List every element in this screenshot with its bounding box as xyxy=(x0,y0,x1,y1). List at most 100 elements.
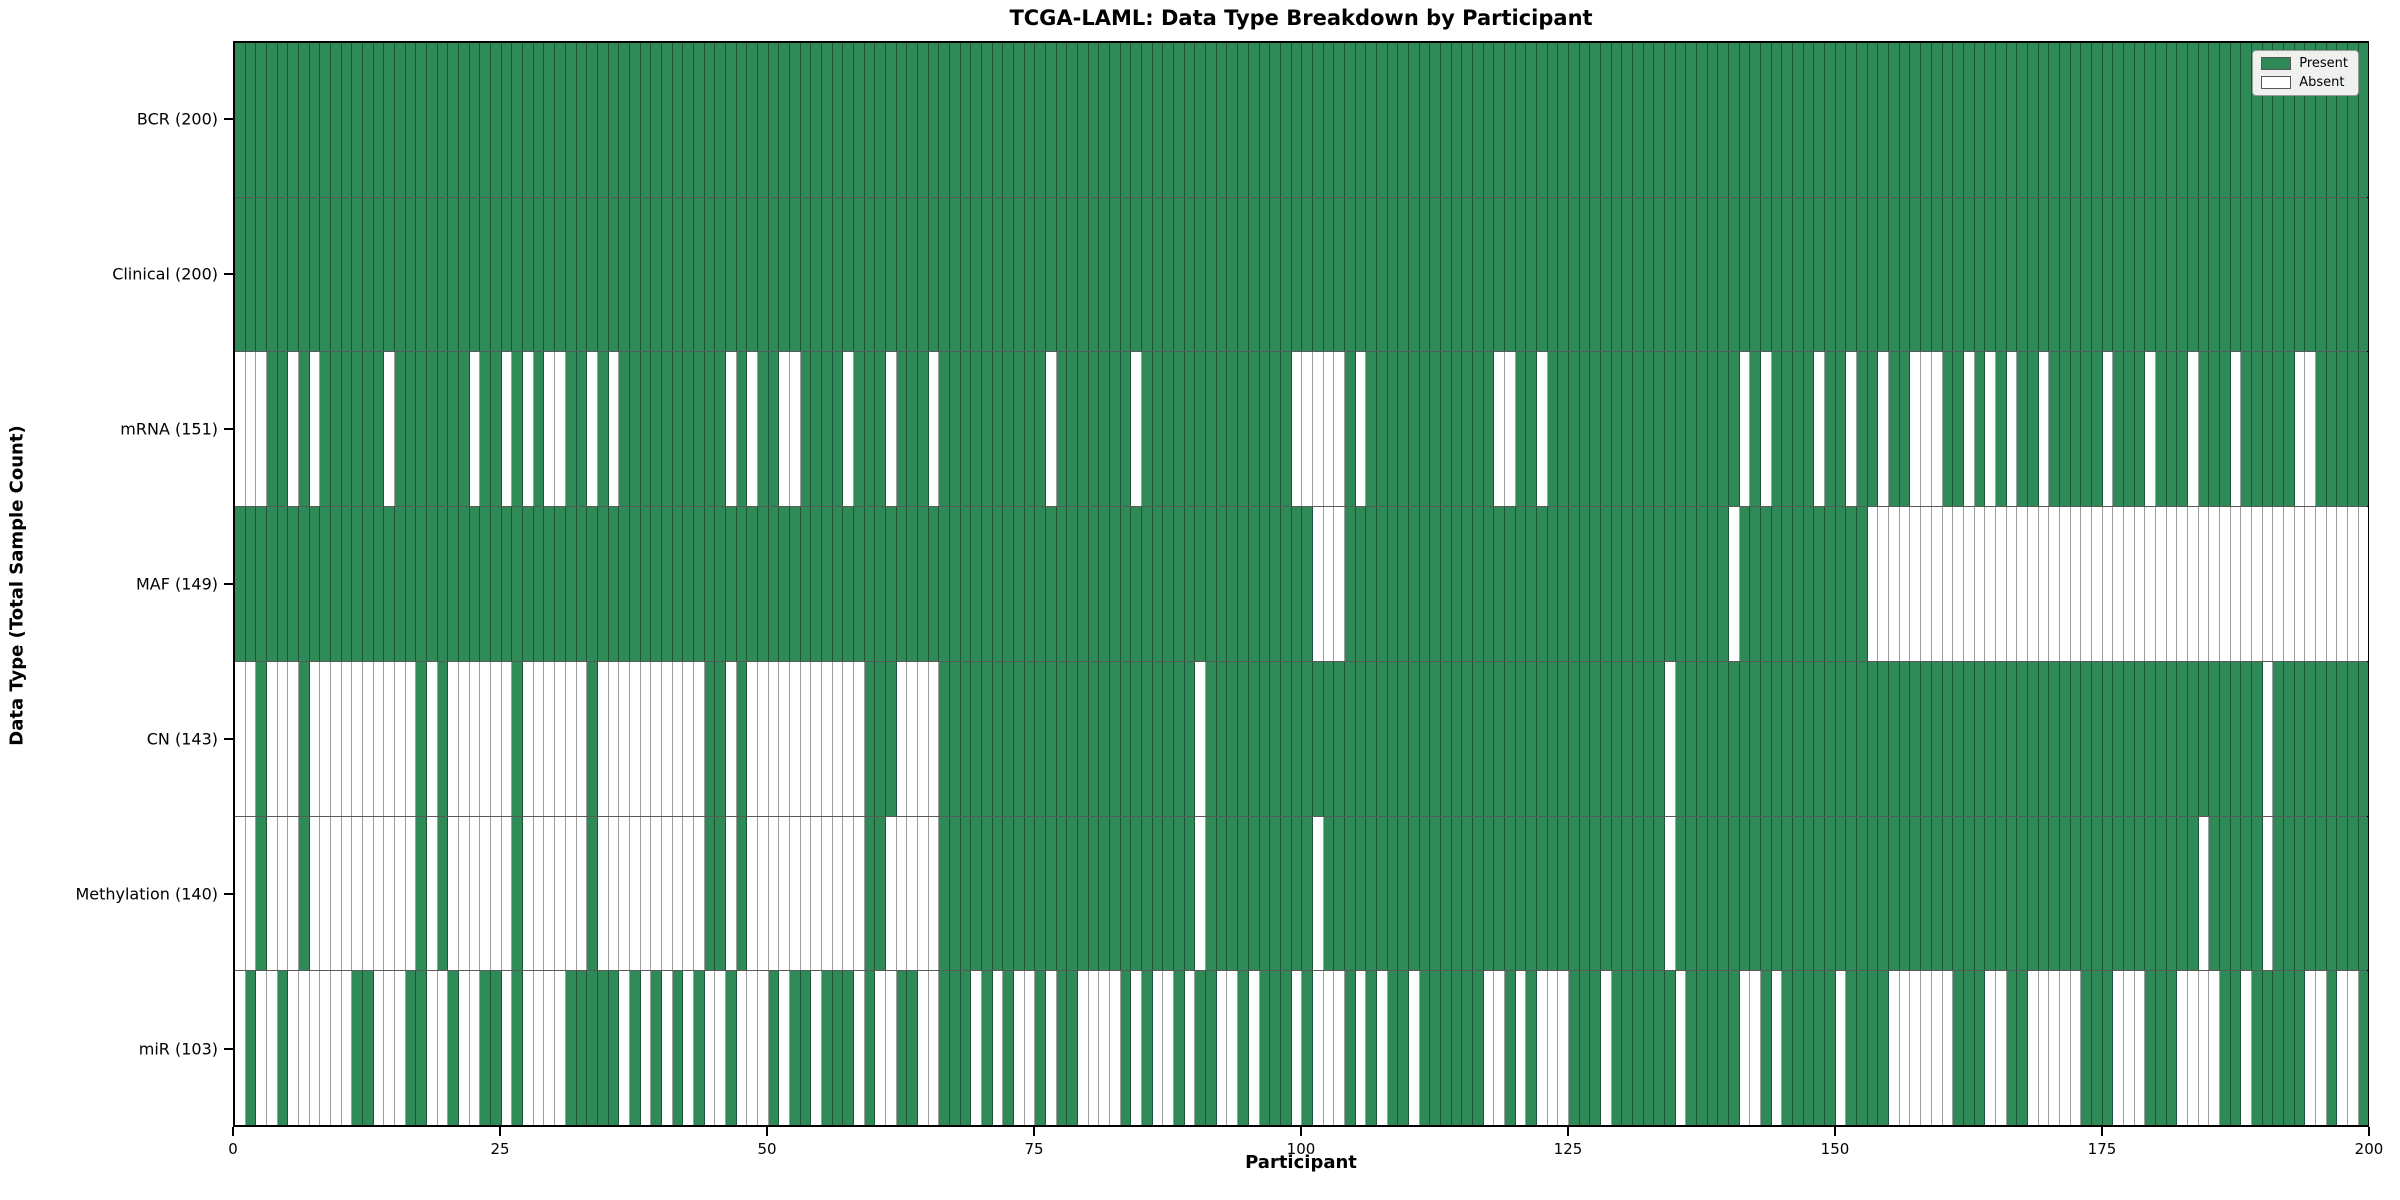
heatmap-cell xyxy=(821,816,833,971)
heatmap-cell xyxy=(1974,507,1986,661)
heatmap-cell xyxy=(629,352,641,507)
heatmap-cell xyxy=(982,661,993,816)
heatmap-cell xyxy=(533,971,545,1126)
heatmap-cell xyxy=(800,661,812,816)
heatmap-cell xyxy=(1515,352,1527,507)
heatmap-cell xyxy=(1611,197,1623,352)
heatmap-cell xyxy=(2358,816,2369,971)
heatmap-cell xyxy=(907,197,918,352)
heatmap-cell xyxy=(1430,661,1441,816)
heatmap-cell xyxy=(629,971,641,1126)
heatmap-cell xyxy=(2027,352,2039,507)
heatmap-cell xyxy=(459,971,470,1126)
heatmap-cell xyxy=(811,507,822,661)
heatmap-cell xyxy=(1174,43,1185,197)
heatmap-cell xyxy=(277,661,289,816)
heatmap-cell xyxy=(1771,43,1783,197)
x-tick-mark xyxy=(499,1127,501,1136)
heatmap-cell xyxy=(320,661,332,816)
heatmap-cell xyxy=(950,661,961,816)
heatmap-cell xyxy=(1483,352,1495,507)
heatmap-cell xyxy=(939,661,951,816)
heatmap-cell xyxy=(331,816,342,971)
heatmap-cell xyxy=(1558,661,1569,816)
heatmap-cell xyxy=(1216,43,1228,197)
heatmap-cell xyxy=(789,661,801,816)
heatmap-cell xyxy=(1483,971,1495,1126)
heatmap-cell xyxy=(629,43,641,197)
heatmap-cell xyxy=(352,816,364,971)
heatmap-cell xyxy=(768,507,780,661)
heatmap-cell xyxy=(1601,197,1612,352)
heatmap-cell xyxy=(384,971,396,1126)
heatmap-cell xyxy=(2155,661,2167,816)
heatmap-cell xyxy=(2198,352,2210,507)
heatmap-cell xyxy=(1056,197,1068,352)
heatmap-cell xyxy=(1665,816,1676,971)
heatmap-cell xyxy=(501,816,513,971)
heatmap-cell xyxy=(469,43,481,197)
heatmap-cell xyxy=(1953,816,1964,971)
heatmap-cell xyxy=(1195,507,1207,661)
heatmap-cell xyxy=(384,352,396,507)
heatmap-cell xyxy=(1216,197,1228,352)
heatmap-cell xyxy=(2326,352,2338,507)
heatmap-cell xyxy=(1707,352,1719,507)
heatmap-cell xyxy=(2262,197,2274,352)
heatmap-cell xyxy=(491,43,502,197)
heatmap-cell xyxy=(1195,816,1207,971)
heatmap-cell xyxy=(725,816,737,971)
heatmap-cell xyxy=(1355,661,1367,816)
heatmap-cell xyxy=(1142,661,1153,816)
heatmap-cell xyxy=(363,352,374,507)
heatmap-cell xyxy=(1014,971,1025,1126)
heatmap-cell xyxy=(2241,816,2252,971)
heatmap-cell xyxy=(1622,352,1634,507)
heatmap-cell xyxy=(1440,816,1452,971)
heatmap-cell xyxy=(608,661,620,816)
heatmap-cell xyxy=(2059,816,2071,971)
heatmap-cell xyxy=(437,661,449,816)
heatmap-cell xyxy=(672,43,684,197)
heatmap-cell xyxy=(416,661,428,816)
heatmap-cell xyxy=(864,661,876,816)
heatmap-cell xyxy=(1803,971,1815,1126)
heatmap-cell xyxy=(2049,971,2060,1126)
heatmap-cell xyxy=(1931,43,1943,197)
heatmap-cell xyxy=(1857,507,1868,661)
heatmap-cell xyxy=(2166,197,2178,352)
heatmap-cell xyxy=(277,352,289,507)
heatmap-cell xyxy=(2091,507,2103,661)
heatmap-cell xyxy=(1291,816,1303,971)
heatmap-cell xyxy=(587,352,598,507)
heatmap-cell xyxy=(1526,197,1537,352)
heatmap-cell xyxy=(1494,816,1505,971)
heatmap-cell xyxy=(1024,816,1036,971)
heatmap-cell xyxy=(2113,197,2124,352)
heatmap-cell xyxy=(1761,661,1772,816)
heatmap-cell xyxy=(1152,352,1164,507)
heatmap-cell xyxy=(1622,661,1634,816)
heatmap-cell xyxy=(235,971,246,1126)
heatmap-cell xyxy=(2251,971,2263,1126)
heatmap-cell xyxy=(1355,816,1367,971)
heatmap-cell xyxy=(1312,43,1324,197)
heatmap-cell xyxy=(821,352,833,507)
heatmap-cell xyxy=(2155,43,2167,197)
heatmap-cell xyxy=(597,352,609,507)
heatmap-cell xyxy=(2219,197,2231,352)
heatmap-cell xyxy=(1889,352,1900,507)
heatmap-cell xyxy=(683,661,694,816)
heatmap-cell xyxy=(437,816,449,971)
heatmap-cell xyxy=(1323,43,1335,197)
heatmap-cell xyxy=(2337,816,2349,971)
heatmap-cell xyxy=(661,661,673,816)
heatmap-cell xyxy=(1238,352,1249,507)
heatmap-cell xyxy=(2337,197,2349,352)
heatmap-cell xyxy=(2006,507,2018,661)
heatmap-cell xyxy=(640,43,652,197)
heatmap-cell xyxy=(2145,352,2156,507)
heatmap-cell xyxy=(1611,816,1623,971)
heatmap-cell xyxy=(1067,971,1079,1126)
heatmap-cell xyxy=(2251,661,2263,816)
